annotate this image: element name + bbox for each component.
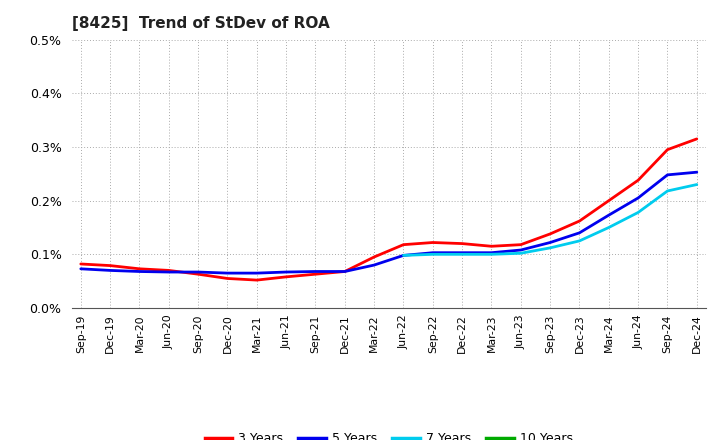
3 Years	[311, 271, 320, 277]
3 Years	[575, 218, 584, 224]
7 Years	[634, 210, 642, 215]
7 Years	[605, 225, 613, 230]
5 Years	[194, 269, 202, 275]
7 Years	[663, 188, 672, 194]
Text: [8425]  Trend of StDev of ROA: [8425] Trend of StDev of ROA	[72, 16, 330, 32]
7 Years	[575, 238, 584, 244]
5 Years	[341, 269, 349, 274]
7 Years	[693, 182, 701, 187]
3 Years	[634, 178, 642, 183]
3 Years	[370, 254, 379, 260]
5 Years	[428, 250, 437, 255]
3 Years	[693, 136, 701, 142]
5 Years	[516, 247, 525, 253]
5 Years	[399, 253, 408, 258]
5 Years	[164, 269, 173, 275]
3 Years	[76, 261, 85, 267]
3 Years	[605, 198, 613, 203]
3 Years	[546, 231, 554, 237]
Legend: 3 Years, 5 Years, 7 Years, 10 Years: 3 Years, 5 Years, 7 Years, 10 Years	[199, 427, 578, 440]
5 Years	[575, 230, 584, 235]
3 Years	[428, 240, 437, 245]
7 Years	[487, 252, 496, 257]
3 Years	[135, 266, 144, 271]
3 Years	[164, 268, 173, 273]
3 Years	[106, 263, 114, 268]
3 Years	[487, 244, 496, 249]
5 Years	[135, 269, 144, 274]
5 Years	[546, 240, 554, 245]
3 Years	[282, 274, 290, 279]
3 Years	[253, 278, 261, 283]
Line: 5 Years: 5 Years	[81, 172, 697, 273]
7 Years	[546, 245, 554, 250]
Line: 7 Years: 7 Years	[403, 184, 697, 255]
5 Years	[663, 172, 672, 177]
5 Years	[311, 269, 320, 274]
5 Years	[370, 262, 379, 268]
3 Years	[516, 242, 525, 247]
5 Years	[634, 195, 642, 201]
5 Years	[282, 269, 290, 275]
7 Years	[516, 251, 525, 256]
3 Years	[458, 241, 467, 246]
5 Years	[458, 250, 467, 255]
5 Years	[253, 271, 261, 276]
5 Years	[605, 213, 613, 218]
3 Years	[341, 269, 349, 274]
5 Years	[487, 250, 496, 255]
7 Years	[458, 252, 467, 257]
3 Years	[663, 147, 672, 152]
5 Years	[693, 169, 701, 175]
7 Years	[428, 252, 437, 257]
3 Years	[399, 242, 408, 247]
3 Years	[194, 271, 202, 277]
5 Years	[106, 268, 114, 273]
3 Years	[223, 276, 232, 281]
7 Years	[399, 253, 408, 258]
Line: 3 Years: 3 Years	[81, 139, 697, 280]
5 Years	[223, 271, 232, 276]
5 Years	[76, 266, 85, 271]
